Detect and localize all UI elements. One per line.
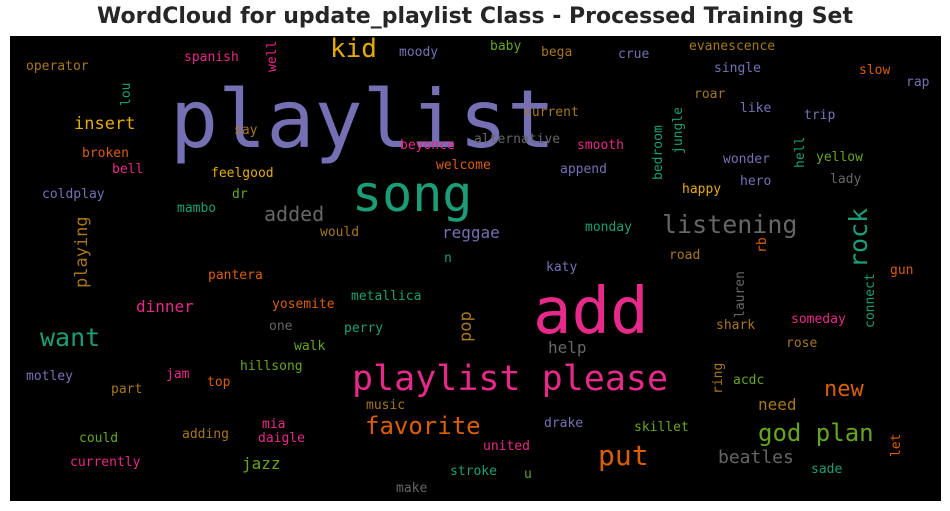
word-metallica: metallica: [351, 289, 422, 304]
word-someday: someday: [791, 312, 846, 327]
word-bell: bell: [112, 162, 144, 177]
word-add: add: [533, 275, 649, 349]
word-god-plan: god plan: [758, 419, 874, 447]
word-playing: playing: [72, 216, 92, 288]
word-lady: lady: [830, 172, 862, 187]
word-welcome: welcome: [436, 158, 491, 173]
word-connect: connect: [863, 273, 878, 328]
word-beyonce: beyonce: [400, 138, 455, 153]
word-mambo: mambo: [177, 201, 217, 216]
word-road: road: [669, 248, 701, 263]
word-rock: rock: [844, 207, 873, 268]
word-jam: jam: [166, 367, 190, 382]
word-insert: insert: [74, 114, 136, 134]
word-new: new: [824, 377, 864, 402]
word-n: n: [444, 251, 452, 266]
word-skillet: skillet: [634, 420, 689, 435]
word-sade: sade: [811, 462, 843, 477]
word-say: say: [234, 123, 258, 138]
word-single: single: [714, 61, 761, 76]
word-shark: shark: [716, 318, 756, 333]
word-added: added: [264, 202, 325, 226]
word-evanescence: evanescence: [689, 39, 776, 54]
word-drake: drake: [544, 416, 584, 431]
word-operator: operator: [26, 59, 89, 74]
word-bedroom: bedroom: [651, 125, 666, 180]
word-favorite: favorite: [365, 412, 481, 440]
word-roar: roar: [694, 87, 726, 102]
word-mia: mia: [262, 417, 286, 432]
word-coldplay: coldplay: [42, 187, 105, 202]
word-like: like: [740, 101, 772, 116]
word-dinner: dinner: [136, 297, 194, 316]
word-rb: rb: [755, 237, 770, 253]
word-playlist-please: playlist please: [352, 359, 669, 399]
word-want: want: [40, 323, 101, 352]
word-motley: motley: [26, 369, 73, 384]
word-one: one: [269, 319, 293, 334]
word-happy: happy: [682, 182, 722, 197]
word-katy: katy: [546, 260, 578, 275]
word-hell: hell: [793, 136, 808, 168]
word-baby: baby: [490, 39, 522, 54]
word-make: make: [396, 481, 428, 496]
word-crue: crue: [618, 47, 650, 62]
word-lou: lou: [119, 82, 134, 106]
word-lauren: lauren: [733, 271, 748, 318]
word-dr: dr: [232, 187, 248, 202]
word-hillsong: hillsong: [240, 359, 303, 374]
word-bega: bega: [541, 45, 573, 60]
word-acdc: acdc: [733, 373, 765, 388]
word-ring: ring: [711, 362, 726, 394]
word-rap: rap: [906, 75, 930, 90]
word-spanish: spanish: [184, 50, 239, 65]
word-broken: broken: [82, 146, 129, 161]
word-listening: listening: [662, 210, 798, 239]
word-slow: slow: [859, 63, 891, 78]
word-adding: adding: [182, 427, 229, 442]
word-playlist: playlist: [170, 73, 556, 166]
word-united: united: [483, 439, 530, 454]
word-rose: rose: [786, 336, 818, 351]
word-u: u: [524, 467, 532, 482]
word-put: put: [598, 439, 649, 472]
word-daigle: daigle: [258, 431, 305, 446]
word-walk: walk: [294, 339, 326, 354]
word-currently: currently: [70, 455, 141, 470]
word-wonder: wonder: [723, 152, 770, 167]
word-append: append: [560, 162, 607, 177]
word-could: could: [79, 431, 119, 446]
word-yellow: yellow: [816, 150, 863, 165]
word-gun: gun: [890, 263, 914, 278]
word-alternative: alternative: [474, 132, 561, 147]
word-let: let: [889, 433, 904, 457]
word-monday: monday: [585, 220, 632, 235]
wordcloud-canvas: playlist add song playlist please kid listeni…: [10, 36, 941, 501]
word-stroke: stroke: [450, 464, 497, 479]
word-would: would: [320, 225, 360, 240]
word-jungle: jungle: [671, 107, 686, 154]
word-help: help: [548, 338, 587, 357]
word-top: top: [207, 375, 231, 390]
word-feelgood: feelgood: [211, 166, 274, 181]
word-moody: moody: [399, 45, 439, 60]
word-part: part: [111, 382, 143, 397]
word-reggae: reggae: [442, 223, 500, 242]
word-pantera: pantera: [208, 268, 263, 283]
word-jazz: jazz: [242, 454, 281, 473]
word-perry: perry: [344, 321, 384, 336]
word-smooth: smooth: [577, 138, 624, 153]
word-music: music: [366, 398, 406, 413]
word-current: current: [524, 105, 579, 120]
word-song: song: [352, 165, 473, 223]
word-kid: kid: [330, 36, 377, 64]
word-pop: pop: [456, 311, 476, 342]
chart-title: WordCloud for update_playlist Class - Pr…: [97, 4, 853, 29]
word-need: need: [758, 395, 797, 414]
word-trip: trip: [804, 108, 836, 123]
word-well: well: [265, 40, 280, 72]
word-beatles: beatles: [718, 447, 794, 468]
word-hero: hero: [740, 174, 772, 189]
word-yosemite: yosemite: [272, 297, 335, 312]
